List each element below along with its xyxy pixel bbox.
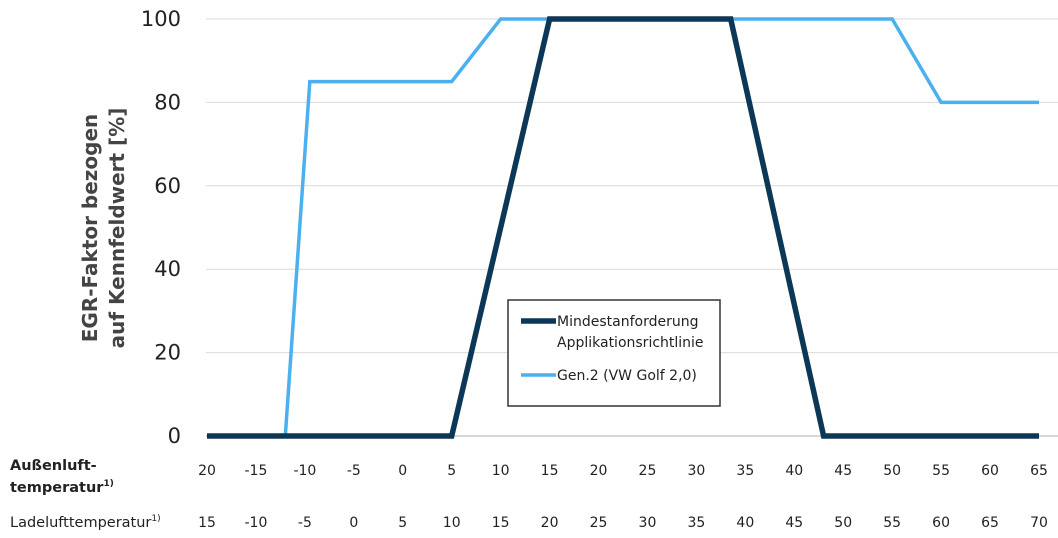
x-row1-tick-label: 20 [198, 463, 216, 479]
x-row-outside-temp: Außenluft- temperatur1) 20 -15 -10 -5 0 5 10 15… [10, 458, 1048, 496]
x-row1-label-line2: temperatur1) [10, 479, 114, 496]
x-row2-tick-label: -5 [298, 515, 312, 531]
x-row2-tick-label: -10 [245, 515, 268, 531]
x-row1-tick-label: 35 [736, 463, 754, 479]
x-row2-tick-label: 40 [736, 515, 754, 531]
series-line-mindestanforderung [207, 16, 1039, 439]
y-tick-label: 80 [154, 90, 181, 114]
x-row1-tick-label: 60 [981, 463, 999, 479]
x-row1-tick-label: 0 [398, 463, 407, 479]
x-row1-tick-label: -10 [293, 463, 316, 479]
x-row2-tick-label: 70 [1030, 515, 1048, 531]
x-row1-tick-label: 15 [541, 463, 559, 479]
x-row2-tick-label: 15 [198, 515, 216, 531]
x-row2-label-sup: 1) [151, 514, 160, 524]
x-row1-tick-label: -5 [347, 463, 361, 479]
series-line-gen2 [207, 17, 1039, 438]
y-tick-label: 60 [154, 174, 181, 198]
legend: Mindestanforderung Applikationsrichtlini… [507, 299, 721, 407]
legend-label-mindestanforderung-line2: Applikationsrichtlinie [557, 335, 704, 351]
y-tick-label: 0 [168, 424, 181, 448]
x-row2-tick-label: 45 [785, 515, 803, 531]
x-row1-label-sup: 1) [103, 479, 113, 489]
x-row2-tick-label: 25 [590, 515, 608, 531]
x-row1-label-line1: Außenluft- [10, 458, 97, 474]
y-axis-label: EGR-Faktor bezogen [78, 114, 102, 343]
x-row2-tick-label: 55 [883, 515, 901, 531]
x-row2-tick-label: 35 [687, 515, 705, 531]
x-row2-tick-label: 60 [932, 515, 950, 531]
x-row2-tick-label: 65 [981, 515, 999, 531]
x-row2-label-text: Ladelufttemperatur [10, 515, 151, 531]
legend-label-gen2: Gen.2 (VW Golf 2,0) [557, 368, 697, 384]
y-tick-label: 40 [154, 257, 181, 281]
x-row1-tick-label: 40 [785, 463, 803, 479]
x-row1-tick-label: 20 [590, 463, 608, 479]
x-row1-label-line2-text: temperatur [10, 480, 104, 496]
x-row2-ticks: 15 -10 -5 0 5 10 15 20 25 30 35 40 45 50 55 60 65 70 [198, 515, 1048, 531]
x-row1-tick-label: 55 [932, 463, 950, 479]
x-row2-tick-label: 10 [443, 515, 461, 531]
x-row1-tick-label: 45 [834, 463, 852, 479]
x-row1-tick-label: 30 [687, 463, 705, 479]
x-row1-tick-label: 5 [447, 463, 456, 479]
legend-label-mindestanforderung-line1: Mindestanforderung [557, 314, 698, 330]
y-tick-labels: 0 20 40 60 80 100 [141, 7, 181, 448]
x-row1-tick-label: 65 [1030, 463, 1048, 479]
x-row1-tick-label: 50 [883, 463, 901, 479]
x-row2-tick-label: 50 [834, 515, 852, 531]
x-row2-tick-label: 30 [639, 515, 657, 531]
series-lines [207, 16, 1039, 439]
x-row1-tick-label: -15 [245, 463, 268, 479]
x-row1-tick-label: 25 [639, 463, 657, 479]
y-tick-label: 100 [141, 7, 181, 31]
x-row2-label: Ladelufttemperatur1) [10, 514, 161, 531]
x-row1-ticks: 20 -15 -10 -5 0 5 10 15 20 25 30 35 40 45 50 55 60 65 [198, 463, 1048, 479]
x-row2-tick-label: 0 [349, 515, 358, 531]
y-tick-label: 20 [154, 341, 181, 365]
x-row-charge-air-temp: Ladelufttemperatur1) 15 -10 -5 0 5 10 15 20 25 30… [10, 514, 1048, 531]
x-row2-tick-label: 20 [541, 515, 559, 531]
x-row1-tick-label: 10 [492, 463, 510, 479]
y-axis-label-line2: auf Kennfeldwert [%] [105, 108, 129, 349]
legend-box [507, 299, 721, 407]
x-row2-tick-label: 5 [398, 515, 407, 531]
x-row2-tick-label: 15 [492, 515, 510, 531]
